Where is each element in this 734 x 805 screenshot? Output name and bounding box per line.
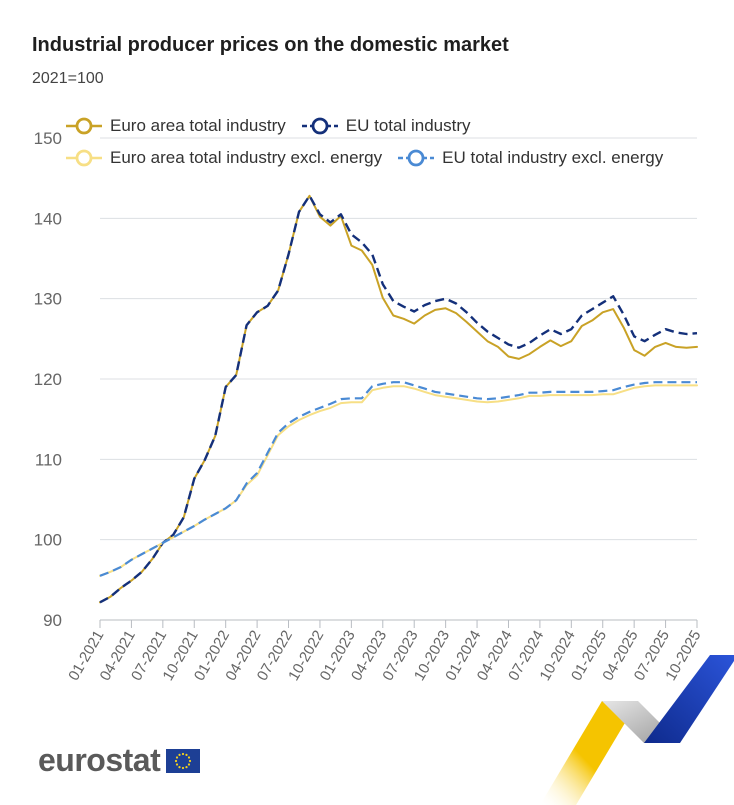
y-tick-label: 90	[43, 611, 62, 630]
series-line-eu-total-industry[interactable]	[99, 194, 698, 604]
y-tick-label: 110	[35, 450, 62, 469]
legend-marker-eu-excl-energy	[398, 149, 435, 167]
y-tick-label: 140	[34, 209, 62, 228]
series-line-eu-total-industry-excl-energy[interactable]	[99, 381, 697, 577]
legend-item-euro-area-total[interactable]: Euro area total industry	[66, 116, 286, 136]
series-lines	[99, 194, 698, 604]
y-tick-label: 150	[34, 129, 62, 148]
chart-subtitle: 2021=100	[32, 70, 104, 87]
legend: Euro area total industry EU total indust…	[66, 114, 734, 178]
chart-title: Industrial producer prices on the domest…	[32, 34, 509, 56]
legend-marker-eu-total	[301, 117, 338, 135]
y-axis: 90 100 110 120 130 140 150	[34, 129, 62, 630]
y-tick-label: 130	[34, 290, 62, 309]
series-line-euro-area-total-industry[interactable]	[99, 194, 698, 604]
legend-marker-euro-area-excl-energy	[66, 149, 102, 167]
eurostat-wordmark: eurostat	[38, 742, 161, 778]
legend-label-euro-area-total: Euro area total industry	[110, 116, 286, 135]
legend-item-eu-excl-energy[interactable]: EU total industry excl. energy	[398, 148, 663, 168]
eu-flag-icon	[166, 748, 201, 773]
legend-label-eu-total: EU total industry	[345, 116, 471, 135]
legend-label-eu-excl-energy: EU total industry excl. energy	[442, 148, 664, 167]
legend-label-euro-area-excl-energy: Euro area total industry excl. energy	[110, 148, 383, 167]
y-tick-label: 100	[34, 531, 62, 550]
gridlines	[100, 137, 697, 541]
series-line-euro-area-total-industry-excl-energy[interactable]	[99, 384, 698, 577]
eurostat-logo: eurostat	[38, 742, 201, 779]
legend-item-eu-total[interactable]: EU total industry	[301, 116, 471, 136]
legend-marker-euro-area-total	[66, 117, 102, 135]
y-tick-label: 120	[34, 370, 62, 389]
corner-ribbon-decoration	[540, 655, 734, 805]
legend-item-euro-area-excl-energy[interactable]: Euro area total industry excl. energy	[66, 148, 382, 168]
